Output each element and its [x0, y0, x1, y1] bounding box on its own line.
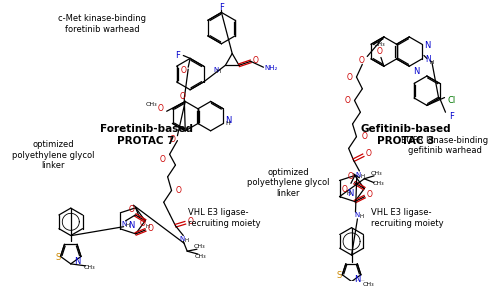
- Text: H: H: [226, 121, 230, 127]
- Text: N: N: [225, 116, 232, 125]
- Text: H: H: [347, 191, 351, 196]
- Text: N: N: [424, 41, 430, 50]
- Text: EGFR kinase-binding
gefitinib warhead: EGFR kinase-binding gefitinib warhead: [401, 136, 488, 155]
- Text: N: N: [128, 221, 134, 230]
- Text: H: H: [430, 60, 434, 65]
- Text: O: O: [176, 186, 182, 195]
- Text: N: N: [355, 212, 360, 218]
- Text: O: O: [252, 56, 258, 65]
- Text: H: H: [216, 69, 220, 74]
- Text: F: F: [449, 112, 454, 121]
- Text: c-Met kinase-binding
foretinib warhead: c-Met kinase-binding foretinib warhead: [58, 14, 146, 34]
- Text: N: N: [74, 257, 80, 266]
- Text: O: O: [366, 149, 371, 158]
- Text: optimized
polyethylene glycol
linker: optimized polyethylene glycol linker: [12, 140, 94, 170]
- Text: N: N: [121, 221, 126, 227]
- Text: CH₃: CH₃: [195, 253, 206, 259]
- Text: optimized
polyethylene glycol
linker: optimized polyethylene glycol linker: [246, 168, 329, 197]
- Text: NH₂: NH₂: [264, 65, 278, 71]
- Text: N: N: [356, 172, 361, 178]
- Text: O: O: [377, 47, 383, 56]
- Text: N: N: [354, 275, 360, 284]
- Text: CH₃: CH₃: [370, 171, 382, 177]
- Text: O: O: [344, 96, 350, 105]
- Text: H: H: [360, 214, 364, 220]
- Text: N: N: [414, 67, 420, 76]
- Text: Gefitinib-based
PROTAC 3: Gefitinib-based PROTAC 3: [360, 124, 450, 146]
- Text: H: H: [184, 238, 188, 243]
- Text: F: F: [175, 51, 180, 60]
- Text: N: N: [180, 236, 185, 243]
- Text: O: O: [180, 66, 186, 75]
- Text: O: O: [342, 185, 348, 194]
- Text: O: O: [180, 92, 185, 101]
- Text: H: H: [146, 224, 150, 229]
- Text: O: O: [158, 104, 164, 113]
- Text: Cl: Cl: [447, 96, 456, 105]
- Text: O: O: [148, 224, 154, 233]
- Text: O: O: [348, 172, 354, 181]
- Text: H: H: [360, 174, 364, 179]
- Text: VHL E3 ligase-
recruiting moiety: VHL E3 ligase- recruiting moiety: [188, 208, 261, 228]
- Text: S: S: [336, 271, 342, 280]
- Text: O: O: [358, 56, 364, 65]
- Text: CH₃: CH₃: [84, 265, 95, 270]
- Text: O: O: [140, 219, 145, 228]
- Text: O: O: [128, 205, 134, 214]
- Text: CH₃: CH₃: [145, 102, 157, 107]
- Text: CH₃: CH₃: [362, 282, 374, 287]
- Text: O: O: [346, 73, 352, 82]
- Text: VHL E3 ligase-
recruiting moiety: VHL E3 ligase- recruiting moiety: [371, 208, 444, 228]
- Text: Foretinib-based
PROTAC 7: Foretinib-based PROTAC 7: [100, 124, 192, 146]
- Text: S: S: [56, 253, 60, 261]
- Text: N: N: [213, 67, 218, 73]
- Text: O: O: [170, 135, 175, 144]
- Text: CH₃: CH₃: [193, 244, 205, 249]
- Text: O: O: [362, 132, 367, 141]
- Text: CH₃: CH₃: [372, 181, 384, 186]
- Text: H: H: [126, 223, 130, 228]
- Text: F: F: [219, 3, 224, 12]
- Text: O: O: [187, 217, 193, 226]
- Text: N: N: [425, 55, 430, 64]
- Text: O: O: [366, 190, 372, 199]
- Text: CH₃: CH₃: [373, 42, 385, 47]
- Text: O: O: [160, 155, 166, 164]
- Text: N: N: [348, 189, 354, 198]
